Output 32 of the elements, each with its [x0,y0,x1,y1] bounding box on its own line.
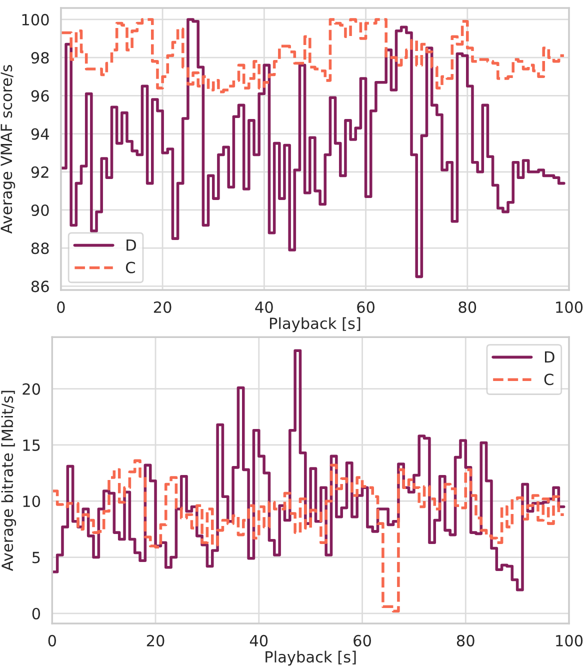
y-axis-title: Average bitrate [Mbit/s] [1,390,16,571]
y-tick-label: 0 [32,608,40,620]
x-tick-label: 40 [255,301,273,313]
y-tick-label: 94 [31,128,49,140]
x-tick-label: 60 [354,634,371,646]
y-tick-label: 88 [31,242,49,254]
y-tick-label: 20 [22,383,40,395]
x-tick-label: 40 [250,634,268,646]
y-tick-label: 96 [31,90,49,102]
y-tick-label: 86 [31,280,49,292]
x-tick-label: 100 [556,634,583,646]
x-tick-label: 20 [146,634,164,646]
x-axis-title: Playback [s] [266,650,356,666]
y-tick-label: 90 [31,204,49,216]
y-tick-label: 92 [31,166,48,178]
x-tick-label: 100 [556,301,583,313]
legend-label: D [126,240,136,251]
y-tick-label: 10 [23,496,40,508]
x-tick-label: 20 [154,301,172,313]
y-tick-label: 100 [22,14,49,26]
x-tick-label: 60 [357,301,374,313]
y-axis-title: Average VMAF score/s [0,65,16,234]
y-tick-label: 5 [32,552,40,564]
x-tick-label: 80 [456,634,474,646]
y-tick-label: 15 [23,440,40,451]
x-tick-label: 0 [57,301,65,313]
legend-label: C [126,262,135,274]
y-tick-label: 98 [31,52,49,64]
x-tick-label: 80 [458,301,476,313]
legend-label: C [544,374,554,386]
x-axis-title: Playback [s] [270,317,360,332]
legend-label: D [544,351,554,363]
